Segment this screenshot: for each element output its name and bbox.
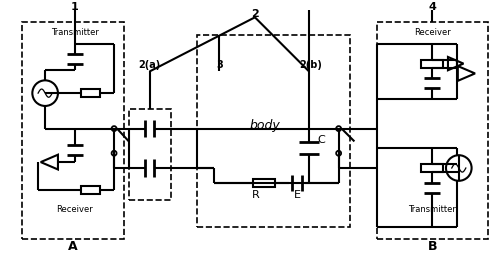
Text: C: C [317,135,325,145]
Text: Receiver: Receiver [56,205,93,214]
Bar [377,22,488,239]
Text: E: E [294,190,301,200]
Bar [253,179,274,187]
Text: A: A [68,240,78,253]
Text: R: R [252,190,260,200]
Text: Transmitter: Transmitter [51,28,98,37]
Text: 3: 3 [216,60,223,70]
Polygon shape [448,57,464,70]
Bar [197,35,350,227]
Bar [422,60,443,68]
Polygon shape [458,66,475,81]
Text: 1: 1 [71,2,78,12]
Polygon shape [40,155,58,170]
Text: 4: 4 [428,2,436,12]
Text: B: B [428,240,437,253]
Bar [80,186,100,194]
Bar [129,109,171,199]
Text: Transmitter: Transmitter [408,205,456,214]
Text: Receiver: Receiver [414,28,451,37]
Bar [22,22,124,239]
Bar [80,89,100,97]
Text: 2: 2 [251,9,259,19]
Bar [422,164,443,172]
Text: 2(b): 2(b) [300,60,322,70]
Text: 2(a): 2(a) [138,60,160,70]
Text: body: body [250,119,280,132]
